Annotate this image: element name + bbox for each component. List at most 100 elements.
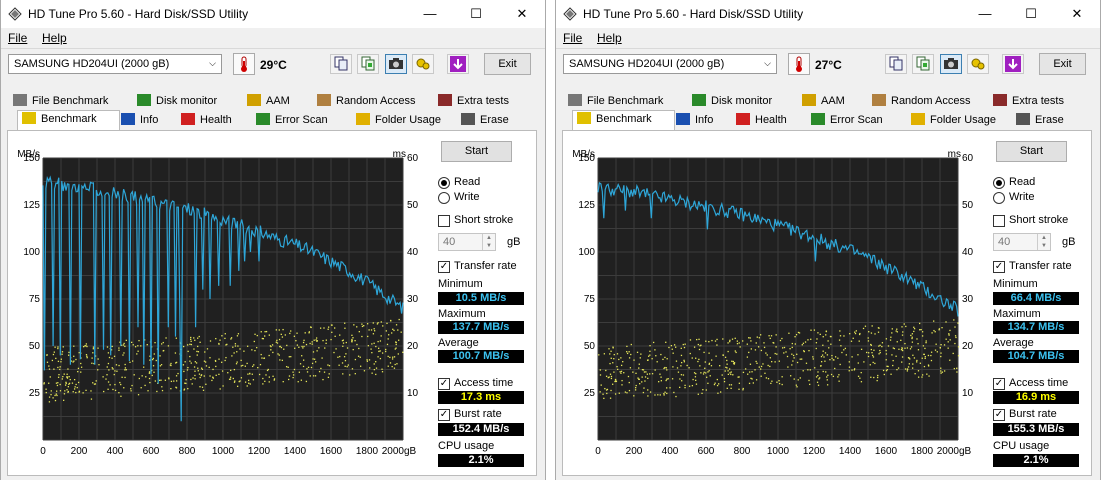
- tab-error-scan[interactable]: Error Scan: [811, 112, 906, 129]
- access-time-point: [344, 327, 346, 329]
- drive-select[interactable]: SAMSUNG HD204UI (2000 gB) ⌵: [8, 54, 222, 74]
- tab-random-access[interactable]: Random Access: [872, 93, 986, 110]
- write-radio-label: Write: [454, 191, 480, 203]
- tab-extra-tests[interactable]: Extra tests: [993, 93, 1083, 110]
- access-time-point: [748, 382, 751, 385]
- tab-health[interactable]: Health: [181, 112, 251, 129]
- access-time-point: [608, 348, 610, 350]
- close-button[interactable]: ✕: [516, 6, 528, 21]
- access-time-point: [281, 359, 284, 362]
- access-time-checkbox[interactable]: ✓: [993, 378, 1005, 390]
- start-button[interactable]: Start: [996, 141, 1067, 162]
- tab-disk-monitor[interactable]: Disk monitor: [137, 93, 235, 110]
- access-time-point: [719, 391, 722, 393]
- tab-erase[interactable]: Erase: [1016, 112, 1086, 129]
- access-time-point: [337, 356, 339, 358]
- screenshot-camera-icon[interactable]: [940, 54, 962, 74]
- access-time-point: [904, 342, 906, 345]
- options-icon[interactable]: [412, 54, 434, 74]
- access-time-point: [928, 365, 930, 367]
- options-icon[interactable]: [967, 54, 989, 74]
- tab-error-scan[interactable]: Error Scan: [256, 112, 351, 129]
- tab-label: Health: [200, 114, 232, 126]
- close-button[interactable]: ✕: [1071, 6, 1083, 21]
- access-time-point: [387, 338, 389, 340]
- read-radio[interactable]: [438, 177, 450, 189]
- short-stroke-stepper[interactable]: 40 ▲ ▼: [438, 233, 496, 251]
- save-download-icon[interactable]: [447, 54, 469, 74]
- tab-folder-usage[interactable]: Folder Usage: [911, 112, 1011, 129]
- access-time-point: [75, 358, 77, 361]
- tab-aam[interactable]: AAM: [247, 93, 320, 110]
- copy-text-icon[interactable]: [885, 54, 907, 74]
- minimize-button[interactable]: —: [423, 6, 437, 21]
- tab-erase[interactable]: Erase: [461, 112, 531, 129]
- tab-file-benchmark[interactable]: File Benchmark: [13, 93, 111, 110]
- start-button[interactable]: Start: [441, 141, 512, 162]
- tab-random-access[interactable]: Random Access: [317, 93, 431, 110]
- transfer-rate-checkbox[interactable]: ✓: [438, 261, 450, 273]
- access-time-point: [605, 375, 608, 377]
- menu-help[interactable]: Help: [597, 31, 622, 45]
- save-download-icon[interactable]: [1002, 54, 1024, 74]
- access-time-point: [701, 392, 703, 394]
- drive-select[interactable]: SAMSUNG HD204UI (2000 gB) ⌵: [563, 54, 777, 74]
- tab-file-benchmark[interactable]: File Benchmark: [568, 93, 666, 110]
- access-time-point: [138, 339, 140, 342]
- menu-file[interactable]: File: [563, 31, 583, 45]
- tab-folder-usage[interactable]: Folder Usage: [356, 112, 456, 129]
- menu-file[interactable]: File: [8, 31, 28, 45]
- copy-text-icon[interactable]: [330, 54, 352, 74]
- exit-button[interactable]: Exit: [484, 53, 531, 75]
- tab-info[interactable]: Info: [676, 112, 731, 129]
- access-time-point: [877, 374, 879, 377]
- burst-rate-checkbox[interactable]: ✓: [993, 409, 1005, 421]
- tab-info[interactable]: Info: [121, 112, 176, 129]
- write-radio[interactable]: [993, 192, 1005, 204]
- tab-benchmark[interactable]: Benchmark: [17, 110, 120, 130]
- short-stroke-stepper[interactable]: 40 ▲ ▼: [993, 233, 1051, 251]
- maximize-button[interactable]: ☐: [470, 6, 482, 21]
- access-time-point: [684, 386, 686, 389]
- transfer-rate-checkbox[interactable]: ✓: [993, 261, 1005, 273]
- access-time-point: [379, 357, 382, 360]
- burst-rate-checkbox[interactable]: ✓: [438, 409, 450, 421]
- short-stroke-checkbox[interactable]: [438, 215, 450, 227]
- access-time-point: [898, 348, 900, 350]
- access-time-point: [771, 360, 773, 363]
- read-radio[interactable]: [993, 177, 1005, 189]
- tab-label: Extra tests: [1012, 95, 1064, 107]
- access-time-point: [161, 389, 164, 392]
- access-time-point: [657, 394, 659, 396]
- minimize-button[interactable]: —: [978, 6, 992, 21]
- tab-disk-monitor[interactable]: Disk monitor: [692, 93, 790, 110]
- tab-aam[interactable]: AAM: [802, 93, 875, 110]
- folder-usage-icon: [911, 113, 925, 125]
- access-time-point: [781, 376, 783, 378]
- access-time-point: [60, 361, 62, 363]
- copy-all-icon[interactable]: [912, 54, 934, 74]
- copy-all-icon[interactable]: [357, 54, 379, 74]
- stepper-arrows-icon[interactable]: ▲ ▼: [1037, 234, 1050, 250]
- short-stroke-checkbox[interactable]: [993, 215, 1005, 227]
- write-radio[interactable]: [438, 192, 450, 204]
- tab-extra-tests[interactable]: Extra tests: [438, 93, 528, 110]
- access-time-checkbox[interactable]: ✓: [438, 378, 450, 390]
- tab-health[interactable]: Health: [736, 112, 806, 129]
- access-time-point: [604, 387, 606, 390]
- menu-help[interactable]: Help: [42, 31, 67, 45]
- access-time-point: [318, 370, 321, 373]
- access-time-point: [175, 380, 178, 382]
- maximize-button[interactable]: ☐: [1025, 6, 1037, 21]
- stepper-arrows-icon[interactable]: ▲ ▼: [482, 234, 495, 250]
- access-time-point: [67, 386, 69, 388]
- access-time-point: [659, 373, 661, 375]
- exit-button[interactable]: Exit: [1039, 53, 1086, 75]
- access-time-point: [137, 394, 140, 396]
- access-time-point: [395, 341, 397, 343]
- tab-benchmark[interactable]: Benchmark: [572, 110, 675, 130]
- screenshot-camera-icon[interactable]: [385, 54, 407, 74]
- access-time-point: [943, 370, 946, 372]
- access-time-point: [272, 375, 274, 377]
- access-time-point: [59, 383, 61, 386]
